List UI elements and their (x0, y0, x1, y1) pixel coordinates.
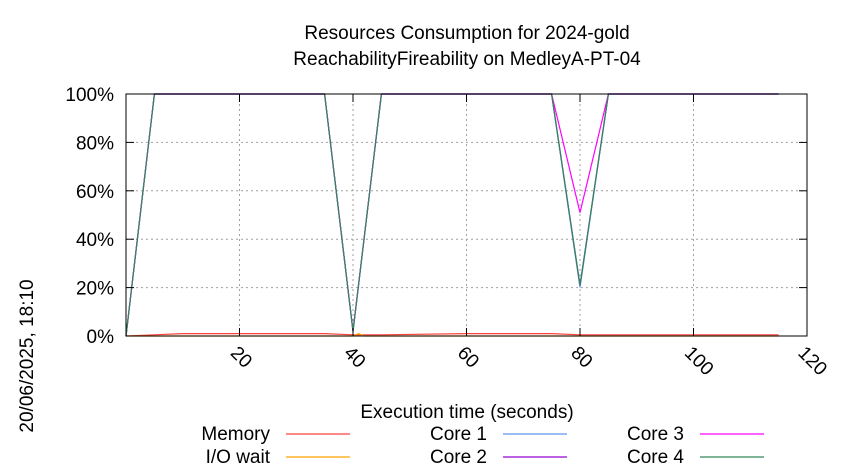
x-tick-label: 80 (566, 343, 596, 373)
series-layer (125, 93, 779, 337)
chart-title: Resources Consumption for 2024-gold (304, 23, 629, 44)
x-axis: 20 40 60 80 100 120 (226, 94, 831, 380)
y-tick-label: 60% (76, 182, 114, 203)
x-tick-label: 60 (453, 343, 483, 373)
y-axis: 0% 20% 40% 60% 80% 100% (65, 85, 807, 348)
legend-label: Core 3 (627, 424, 684, 445)
series-line-memory (125, 333, 779, 337)
timestamp-label: 20/06/2025, 18:10 (17, 279, 38, 432)
x-axis-label: Execution time (seconds) (360, 402, 573, 423)
legend-label: I/O wait (206, 447, 271, 468)
y-tick-label: 40% (76, 230, 114, 251)
series-line-core-4 (125, 93, 779, 337)
x-tick-label: 40 (339, 343, 369, 373)
y-tick-label: 100% (65, 85, 114, 106)
y-tick-label: 0% (87, 327, 115, 348)
grid (126, 94, 807, 336)
legend-label: Core 4 (627, 447, 684, 468)
y-tick-label: 80% (76, 133, 114, 154)
series-line-core-3 (125, 93, 779, 337)
legend-label: Memory (201, 424, 270, 445)
x-tick-label: 100 (680, 343, 717, 380)
legend-label: Core 1 (430, 424, 487, 445)
series-line-core-1 (125, 93, 779, 337)
y-tick-label: 20% (76, 279, 114, 300)
series-line-core-2 (125, 93, 779, 337)
chart-subtitle: ReachabilityFireability on MedleyA-PT-04 (293, 49, 641, 70)
x-tick-label: 120 (793, 343, 830, 380)
legend-label: Core 2 (430, 447, 487, 468)
x-tick-label: 20 (226, 343, 256, 373)
